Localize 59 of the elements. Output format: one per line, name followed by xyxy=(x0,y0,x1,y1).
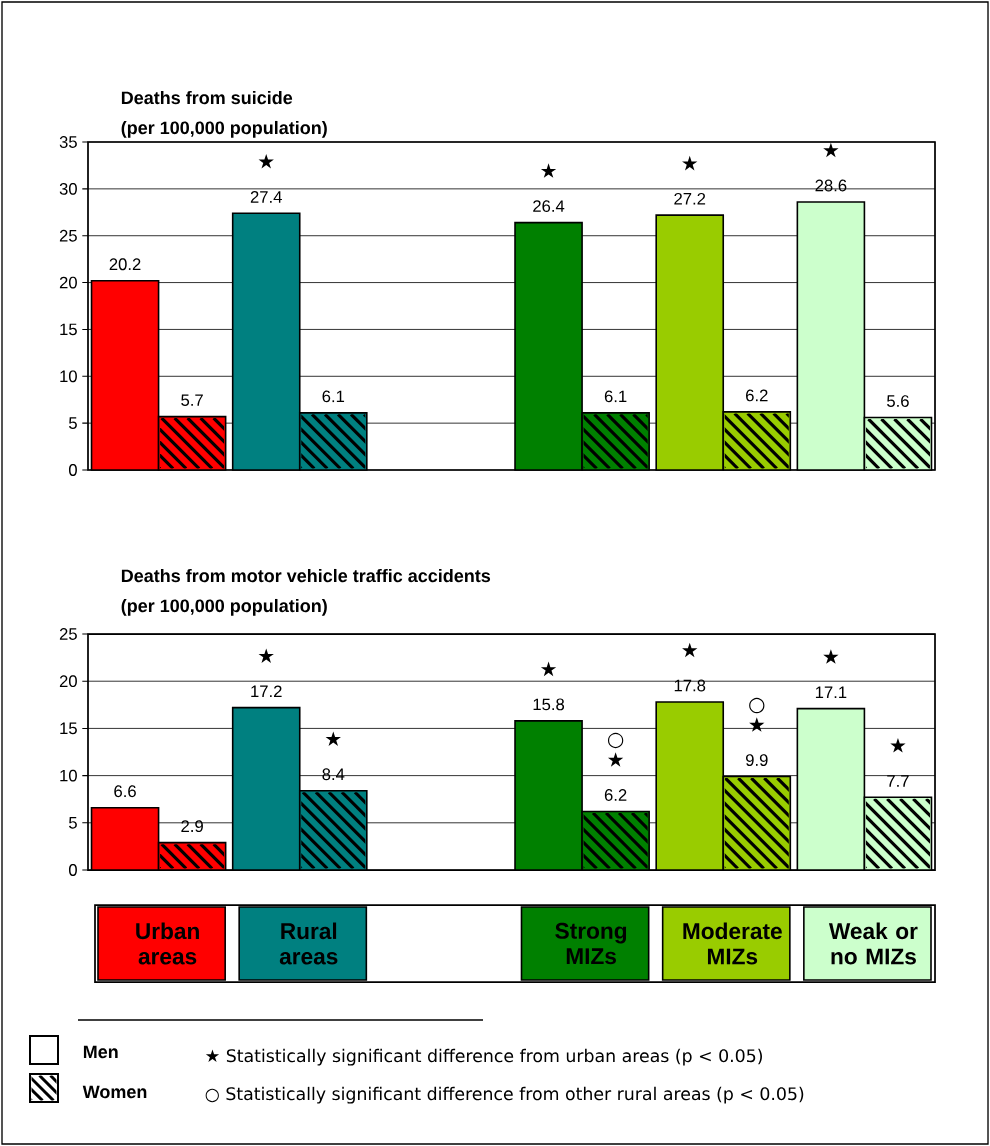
x-tick-label: Moderate MIZs xyxy=(683,922,782,965)
data-label: 6.1 xyxy=(604,390,627,403)
y-tick-label: 20 xyxy=(59,675,77,688)
data-label: 2.9 xyxy=(181,820,203,833)
data-label: 17.2 xyxy=(251,685,282,698)
data-label: 26.4 xyxy=(533,200,565,213)
data-label: 6.6 xyxy=(114,785,136,798)
x-tick-label: Rural areas xyxy=(279,922,338,965)
y-tick-label: 20 xyxy=(59,276,77,289)
chart-subtitle: (per 100,000 population) xyxy=(121,598,327,616)
x-tick-label: Strong MIZs xyxy=(555,922,627,965)
y-tick-label: 0 xyxy=(68,864,77,876)
chart-subtitle: (per 100,000 population) xyxy=(121,120,327,138)
annotation: ★ xyxy=(258,153,274,169)
y-tick-label: 5 xyxy=(69,417,77,429)
text: ★ Statistically significant difference from urban areas (p < 0.05) xyxy=(205,1048,762,1066)
data-label: 5.7 xyxy=(181,394,203,407)
legend-label: Men xyxy=(83,1045,118,1059)
y-tick-label: 15 xyxy=(60,722,77,735)
annotation: ★ xyxy=(890,738,906,753)
data-label: 6.2 xyxy=(604,789,627,801)
data-label: 17.1 xyxy=(815,686,847,699)
y-tick-label: 10 xyxy=(60,370,77,383)
data-label: 17.8 xyxy=(674,679,706,692)
annotation: ★ xyxy=(258,648,274,663)
x-tick-label: Urban areas xyxy=(136,922,199,965)
chart-title: Deaths from suicide xyxy=(121,90,293,105)
chart-title: Deaths from motor vehicle traffic accidents xyxy=(121,568,491,583)
annotation: ○ xyxy=(749,697,765,714)
data-label: 6.2 xyxy=(746,389,768,402)
data-label: 6.1 xyxy=(322,390,345,403)
annotation: ★ xyxy=(823,649,839,664)
data-label: 27.2 xyxy=(674,192,706,205)
data-label: 15.8 xyxy=(533,698,565,711)
data-label: 28.6 xyxy=(815,179,847,192)
y-tick-label: 10 xyxy=(60,769,77,782)
y-tick-label: 0 xyxy=(68,464,77,476)
y-tick-label: 25 xyxy=(59,229,77,242)
annotation: ★ xyxy=(325,731,341,746)
y-tick-label: 30 xyxy=(59,182,77,195)
y-tick-label: 5 xyxy=(69,817,77,829)
annotation: ★ xyxy=(682,642,698,658)
x-tick-label: Weak or no MIZs xyxy=(828,922,918,965)
data-label: 9.9 xyxy=(745,754,768,766)
y-tick-label: 25 xyxy=(59,628,77,640)
data-label: 27.4 xyxy=(250,191,282,203)
y-tick-label: 15 xyxy=(60,323,77,336)
text: ○ Statistically significant difference from other rural areas (p < 0.05) xyxy=(205,1086,804,1104)
annotation: ★ xyxy=(823,142,839,158)
annotation: ★ xyxy=(540,163,557,178)
data-label: 20.2 xyxy=(109,258,141,271)
annotation: ○ xyxy=(607,732,624,749)
annotation: ★ xyxy=(682,155,698,171)
legend-label: Women xyxy=(82,1085,147,1099)
data-label: 5.6 xyxy=(887,395,909,407)
annotation: ★ xyxy=(540,661,557,677)
data-label: 7.7 xyxy=(887,775,909,787)
y-tick-label: 35 xyxy=(59,136,77,148)
annotation: ★ xyxy=(607,752,624,767)
